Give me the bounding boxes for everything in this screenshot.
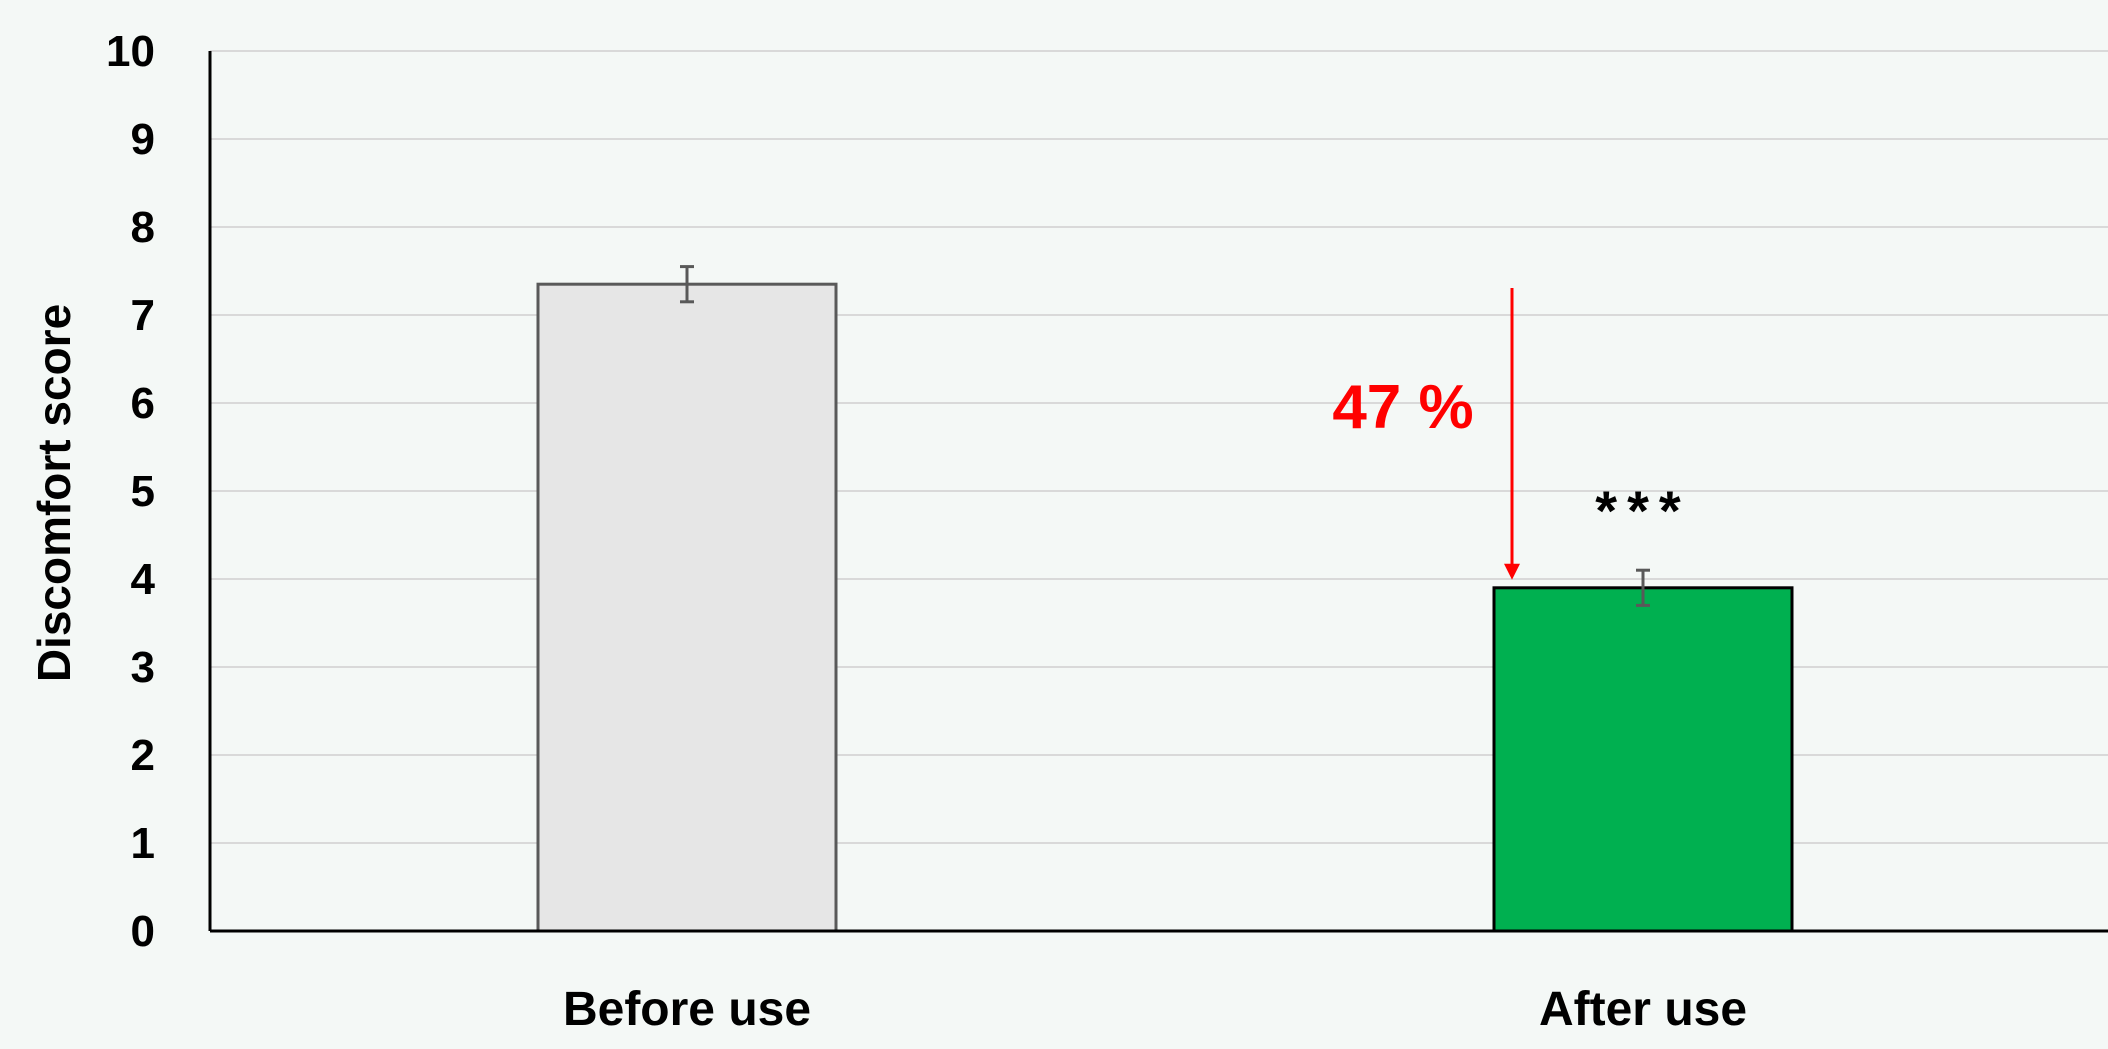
x-category-label: Before use [563, 983, 811, 1036]
reduction-label: 47 % [1332, 373, 1473, 442]
error-bar [680, 265, 694, 304]
annotations: 47 % *** [1332, 288, 1690, 580]
y-tick-label: 0 [131, 907, 155, 956]
y-tick-label: 9 [131, 115, 155, 164]
x-category-label: After use [1539, 983, 1747, 1036]
bar [536, 282, 838, 933]
y-tick-label: 7 [131, 291, 155, 340]
y-tick-label: 6 [131, 379, 155, 428]
y-tick-label: 4 [131, 555, 156, 604]
error-bar [1636, 568, 1650, 607]
y-tick-label: 5 [131, 467, 155, 516]
y-tick-labels: 0 1 2 3 4 5 6 7 8 9 10 [106, 27, 155, 956]
y-tick-label: 8 [131, 203, 155, 252]
bar [1492, 586, 1794, 933]
x-category-labels: Before use After use [563, 983, 1747, 1036]
gridlines [210, 50, 2108, 844]
reduction-arrow-head [1504, 563, 1520, 580]
y-tick-label: 10 [106, 27, 155, 76]
significance-label: *** [1595, 479, 1690, 542]
y-tick-label: 1 [131, 819, 155, 868]
y-tick-label: 2 [131, 731, 155, 780]
y-axis-label: Discomfort score [28, 304, 80, 682]
axes [208, 51, 2108, 933]
bars [536, 265, 1794, 933]
y-tick-label: 3 [131, 643, 155, 692]
